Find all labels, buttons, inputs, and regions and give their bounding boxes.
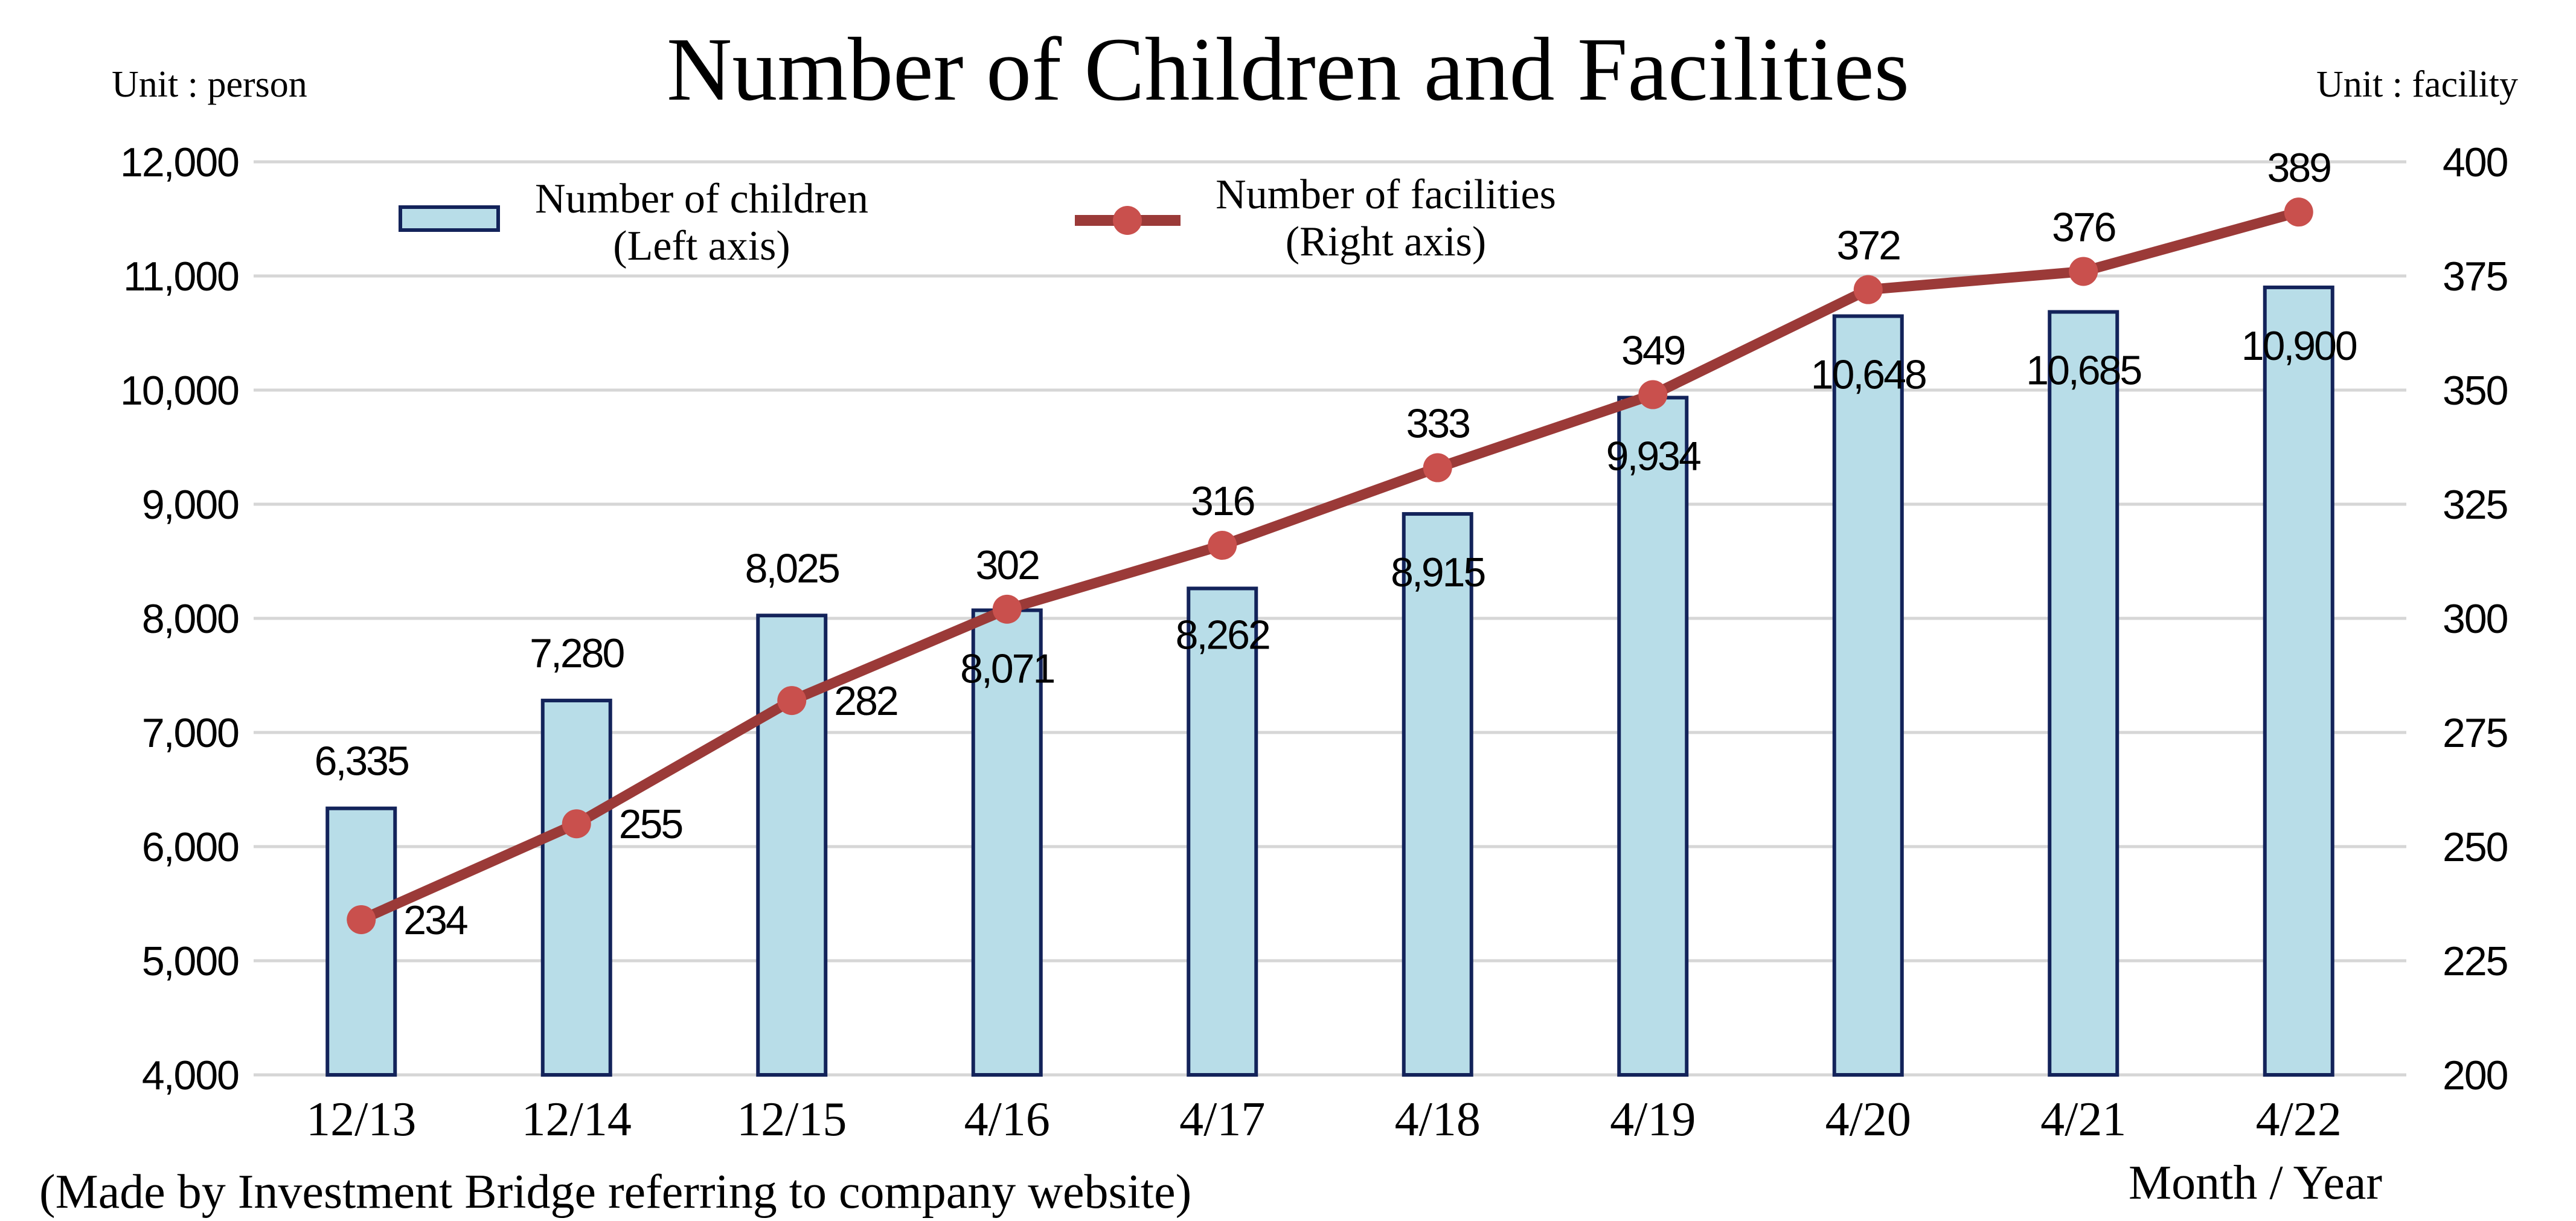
- bar-value-label: 8,071: [960, 646, 1054, 692]
- line-value-label: 349: [1621, 328, 1685, 374]
- x-tick-label: 4/16: [964, 1093, 1050, 1146]
- x-tick-label: 4/20: [1825, 1093, 1911, 1146]
- line-value-label: 255: [619, 801, 682, 847]
- line-point: [2069, 257, 2098, 286]
- line-value-label: 302: [976, 542, 1039, 588]
- bar-value-label: 6,335: [315, 739, 408, 784]
- line-point: [992, 594, 1022, 624]
- y-right-tick-label: 350: [2443, 368, 2508, 414]
- bar: [2263, 285, 2334, 1077]
- line-point: [1853, 275, 1883, 304]
- y-left-tick-label: 9,000: [142, 482, 239, 528]
- line-point: [1208, 531, 1237, 560]
- x-tick-label: 4/18: [1395, 1093, 1481, 1146]
- bar: [1617, 396, 1689, 1077]
- y-left-tick-label: 10,000: [120, 368, 239, 414]
- bar-value-label: 8,262: [1176, 612, 1269, 658]
- bar: [1402, 512, 1473, 1077]
- chart-title: Number of Children and Facilities: [667, 19, 1909, 120]
- bar-value-label: 7,280: [530, 630, 624, 676]
- x-tick-label: 4/21: [2040, 1093, 2126, 1146]
- legend-bar-swatch: [399, 205, 500, 232]
- x-tick-label: 12/13: [306, 1093, 416, 1146]
- legend: Number of children (Left axis) Number of…: [399, 171, 1556, 269]
- bar: [1832, 314, 1904, 1077]
- y-right-tick-label: 200: [2443, 1053, 2508, 1098]
- line-value-label: 333: [1406, 401, 1470, 447]
- y-left-tick-label: 4,000: [142, 1053, 239, 1098]
- y-left-tick-label: 11,000: [123, 254, 239, 300]
- bar-value-label: 10,648: [1811, 352, 1926, 398]
- source-note: (Made by Investment Bridge referring to …: [39, 1165, 1191, 1219]
- legend-line-sublabel: (Right axis): [1286, 219, 1486, 265]
- line-series: [347, 197, 2313, 934]
- bar: [325, 806, 397, 1077]
- bar-value-label: 8,915: [1391, 550, 1484, 595]
- line-point: [562, 809, 591, 839]
- y-right-tick-label: 400: [2443, 139, 2508, 185]
- x-tick-label: 4/17: [1179, 1093, 1265, 1146]
- y-left-tick-label: 5,000: [142, 938, 239, 984]
- line-value-label: 282: [834, 678, 897, 724]
- facilities-line: [356, 207, 2304, 925]
- bar-value-label: 8,025: [745, 545, 839, 591]
- axes: 4,000 5,000 6,000 7,000 8,000 9,000 10,000 11,0…: [120, 139, 2509, 1146]
- bar: [1187, 586, 1258, 1077]
- legend-bar-sublabel: (Left axis): [613, 223, 790, 269]
- line-value-label: 316: [1191, 478, 1254, 524]
- left-unit-label: Unit : person: [112, 64, 307, 105]
- bar-value-label: 10,900: [2241, 323, 2357, 369]
- x-tick-label: 12/15: [737, 1093, 847, 1146]
- line-point: [347, 905, 376, 934]
- y-left-tick-label: 6,000: [142, 824, 239, 870]
- y-right-tick-label: 375: [2443, 254, 2507, 300]
- line-point: [1638, 380, 1668, 409]
- line-value-label: 234: [403, 897, 467, 943]
- y-left-tick-label: 8,000: [142, 596, 239, 642]
- bar-value-label: 9,934: [1606, 433, 1700, 479]
- y-left-tick-label: 12,000: [120, 139, 239, 185]
- data-labels: 6,335 7,280 8,025 8,071 8,262 8,915 9,934 10,64…: [315, 145, 2359, 943]
- x-tick-label: 4/22: [2256, 1093, 2342, 1146]
- x-axis-title: Month / Year: [2129, 1156, 2382, 1210]
- y-left-tick-label: 7,000: [142, 710, 239, 756]
- line-point: [1423, 453, 1452, 482]
- x-tick-label: 12/14: [522, 1093, 632, 1146]
- line-value-label: 376: [2052, 204, 2115, 250]
- y-right-tick-label: 250: [2443, 824, 2508, 870]
- right-unit-label: Unit : facility: [2316, 64, 2518, 105]
- bar-series: [325, 285, 2334, 1077]
- line-point: [777, 686, 807, 716]
- legend-bar-label: Number of children: [535, 176, 868, 222]
- bar: [2048, 310, 2119, 1077]
- bar: [540, 699, 612, 1077]
- legend-line-label: Number of facilities: [1216, 171, 1556, 218]
- y-right-tick-label: 275: [2443, 710, 2507, 756]
- line-point: [2284, 197, 2313, 227]
- line-value-label: 389: [2267, 145, 2331, 191]
- y-right-tick-label: 325: [2443, 482, 2507, 528]
- bar-value-label: 10,685: [2026, 348, 2141, 394]
- bar: [756, 614, 828, 1077]
- y-right-tick-label: 300: [2443, 596, 2508, 642]
- y-right-tick-label: 225: [2443, 938, 2507, 984]
- legend-line-marker: [1113, 206, 1142, 235]
- x-tick-label: 4/19: [1610, 1093, 1696, 1146]
- line-value-label: 372: [1837, 223, 1900, 269]
